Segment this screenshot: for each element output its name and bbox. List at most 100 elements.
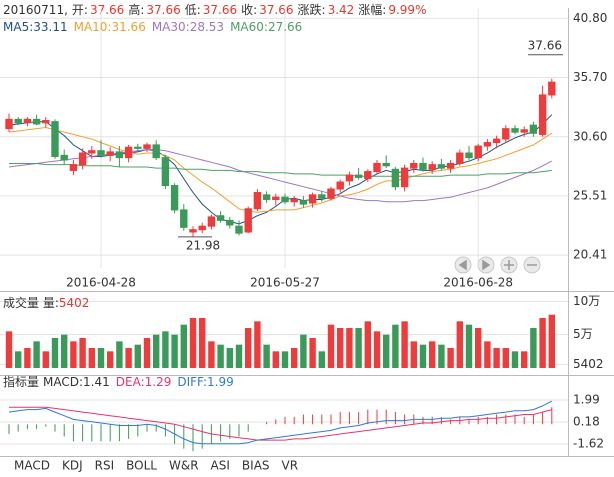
candle-body xyxy=(299,200,308,205)
volume-bar xyxy=(235,344,243,368)
macd-header: 指标量 MACD:1.41 DEA:1.29 DIFF:1.99 xyxy=(3,374,234,389)
candle-body xyxy=(253,192,262,210)
candle-body xyxy=(428,164,436,170)
candle-body xyxy=(226,219,234,226)
quote-label: 低: xyxy=(185,3,201,17)
y-tick-label: 25.51 xyxy=(573,188,607,202)
quote-label: 涨幅: xyxy=(358,2,386,17)
volume-bar xyxy=(447,348,454,368)
scroll-right-button[interactable] xyxy=(477,256,495,274)
volume-bar xyxy=(456,321,463,368)
candle-body xyxy=(69,164,78,171)
volume-bar xyxy=(42,351,49,368)
volume-bar xyxy=(217,344,224,368)
candle-body xyxy=(115,151,124,159)
zoom-out-button[interactable] xyxy=(523,256,541,274)
macd-legend: DIFF:1.99 xyxy=(177,375,233,389)
volume-bar xyxy=(502,348,509,368)
candle-body xyxy=(474,145,482,159)
indicator-tab[interactable]: BOLL xyxy=(126,459,157,473)
indicator-line xyxy=(8,126,553,213)
quote-header: 20160711, 开: 37.66 高: 37.66 低: 37.66 收: 37.66 涨跌:… xyxy=(3,2,426,17)
candle-body xyxy=(364,171,372,180)
candle-body xyxy=(23,118,32,124)
volume-bar xyxy=(337,328,344,368)
volume-bar xyxy=(410,341,417,368)
candle-body xyxy=(14,118,22,124)
volume-bar xyxy=(373,331,381,368)
volume-bar xyxy=(548,314,555,368)
quote-value: 3.42 xyxy=(328,3,355,17)
quote-value: 37.66 xyxy=(90,3,124,17)
candle-body xyxy=(51,121,59,158)
candle-body xyxy=(419,162,427,170)
candle-body xyxy=(207,216,216,227)
candle-body xyxy=(216,215,225,221)
indicator-tab[interactable]: ASI xyxy=(211,459,230,473)
y-tick-label: 5402 xyxy=(573,357,604,371)
candle-body xyxy=(124,146,133,159)
y-tick-label: 0.18 xyxy=(573,415,600,429)
volume-bar xyxy=(134,344,141,368)
candle-body xyxy=(456,152,464,164)
volume-bar xyxy=(465,324,473,368)
candle-body xyxy=(134,146,142,149)
indicator-line xyxy=(9,406,552,441)
volume-bar xyxy=(300,334,307,368)
candle-body xyxy=(492,138,501,144)
candle-body xyxy=(88,150,96,154)
candle-body xyxy=(391,168,400,188)
y-tick-label: 40.80 xyxy=(573,11,607,25)
quote-value: 37.66 xyxy=(203,3,237,17)
legend: MA5:33.11 MA10:31.66 MA30:28.53 MA60:27.66 xyxy=(3,20,302,34)
indicator-tab[interactable]: VR xyxy=(282,459,299,473)
candle-body xyxy=(244,208,252,233)
volume-bar xyxy=(226,348,233,368)
candle-body xyxy=(5,118,13,130)
volume-bar xyxy=(475,328,482,368)
candle-body xyxy=(400,167,409,188)
candle-body xyxy=(189,229,197,233)
candle-body xyxy=(32,118,41,125)
y-tick-label: 10万 xyxy=(573,294,600,308)
volume-bar xyxy=(438,344,445,368)
volume-bar xyxy=(327,324,335,368)
candle-body xyxy=(290,198,298,203)
legend-entry: MA60:27.66 xyxy=(230,20,302,34)
volume-bar xyxy=(199,318,206,368)
volume-bar xyxy=(309,338,316,368)
quote-value: 37.66 xyxy=(259,3,293,17)
volume-bar xyxy=(125,348,132,368)
quote-value: 37.66 xyxy=(146,3,180,17)
volume-bar xyxy=(392,324,399,368)
indicator-tab[interactable]: W&R xyxy=(169,459,199,473)
quote-date: 20160711, xyxy=(3,3,68,17)
x-tick-label: 2016-06-28 xyxy=(443,276,513,290)
indicator-tab[interactable]: KDJ xyxy=(62,459,83,473)
volume-bar xyxy=(401,321,408,368)
scroll-left-button[interactable] xyxy=(454,256,472,274)
x-tick-label: 2016-04-28 xyxy=(66,276,136,290)
candle-body xyxy=(180,209,188,228)
volume-bar xyxy=(429,341,436,368)
volume-bar xyxy=(383,334,390,368)
candle-body xyxy=(170,185,179,211)
indicator-tab[interactable]: MACD xyxy=(14,459,50,473)
candle-body xyxy=(42,119,50,124)
zoom-in-button[interactable] xyxy=(500,256,518,274)
volume-bar xyxy=(530,328,537,368)
candle-body xyxy=(161,157,170,187)
candle-body xyxy=(336,181,344,190)
candle-body xyxy=(529,124,538,134)
volume-bar xyxy=(153,334,160,368)
indicator-tab[interactable]: RSI xyxy=(95,459,115,473)
volume-bar xyxy=(521,351,528,368)
candle-body xyxy=(327,188,335,199)
candle-body xyxy=(373,162,381,173)
legend-entry: MA5:33.11 xyxy=(3,20,68,34)
volume-bar xyxy=(291,348,298,368)
candle-body xyxy=(106,151,114,156)
indicator-tab[interactable]: BIAS xyxy=(242,459,270,473)
